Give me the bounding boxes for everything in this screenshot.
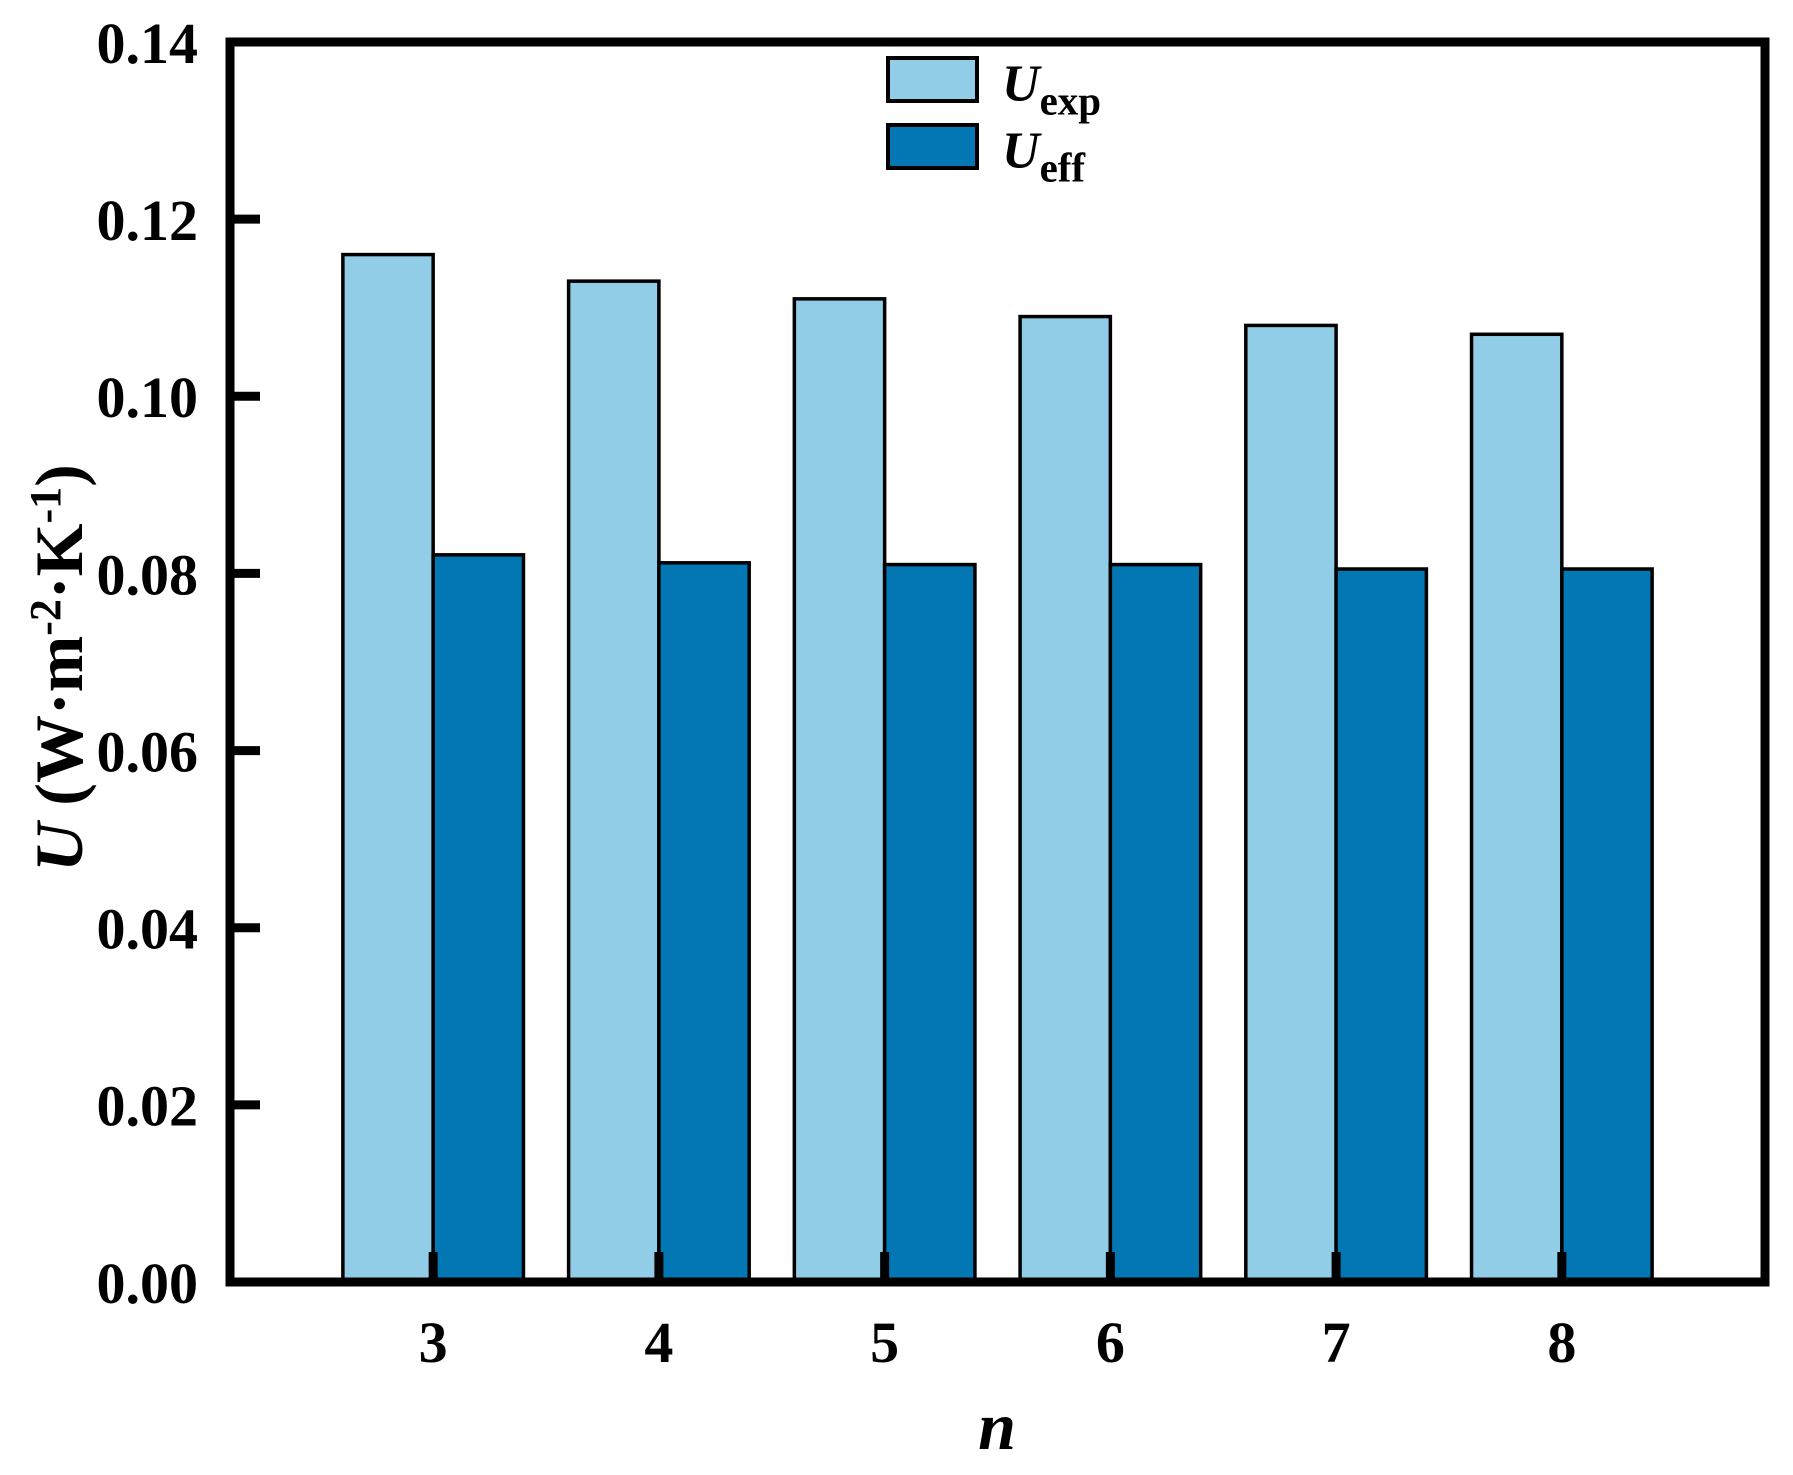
bar-U_exp-n3 bbox=[341, 252, 435, 1284]
y-tick-label: 0.12 bbox=[97, 188, 199, 253]
y-tick-label: 0.06 bbox=[97, 719, 199, 784]
x-axis-label: n bbox=[978, 1388, 1016, 1464]
x-tick-label: 5 bbox=[870, 1310, 899, 1375]
legend-label-U_eff: Ueff bbox=[1002, 123, 1086, 191]
x-tick-label: 6 bbox=[1096, 1310, 1125, 1375]
y-tick-label: 0.00 bbox=[97, 1251, 199, 1316]
y-tick-label: 0.08 bbox=[97, 542, 199, 607]
bar-U_eff-n8 bbox=[1560, 567, 1654, 1284]
legend-swatch-U_eff bbox=[886, 123, 979, 170]
bar-U_eff-n6 bbox=[1108, 562, 1203, 1284]
y-tick-label: 0.10 bbox=[97, 365, 199, 430]
y-tick-label: 0.04 bbox=[97, 897, 199, 962]
bar-U_eff-n7 bbox=[1334, 567, 1429, 1284]
bar-U_eff-n5 bbox=[882, 562, 977, 1284]
bar-U_exp-n8 bbox=[1469, 332, 1564, 1284]
bar-U_eff-n3 bbox=[431, 553, 526, 1284]
y-axis-label-group: U (W·m-2·K-1) bbox=[21, 464, 97, 872]
y-tick-label: 0.14 bbox=[97, 11, 199, 76]
legend-label-U_exp: Uexp bbox=[1002, 56, 1101, 124]
plot-frame bbox=[225, 37, 1770, 1287]
x-tick-label: 4 bbox=[644, 1310, 673, 1375]
x-tick-label: 3 bbox=[419, 1310, 448, 1375]
bar-U_exp-n4 bbox=[566, 279, 661, 1284]
bar-U_exp-n7 bbox=[1244, 323, 1338, 1284]
x-tick-label: 7 bbox=[1322, 1310, 1351, 1375]
bar-U_exp-n6 bbox=[1018, 314, 1113, 1284]
legend-swatch-U_exp bbox=[886, 56, 979, 103]
bar-U_exp-n5 bbox=[792, 297, 887, 1284]
x-tick-label: 8 bbox=[1547, 1310, 1576, 1375]
y-tick-label: 0.02 bbox=[97, 1074, 199, 1139]
bar-U_eff-n4 bbox=[657, 561, 751, 1284]
y-axis-label: U (W·m-2·K-1) bbox=[21, 464, 97, 872]
